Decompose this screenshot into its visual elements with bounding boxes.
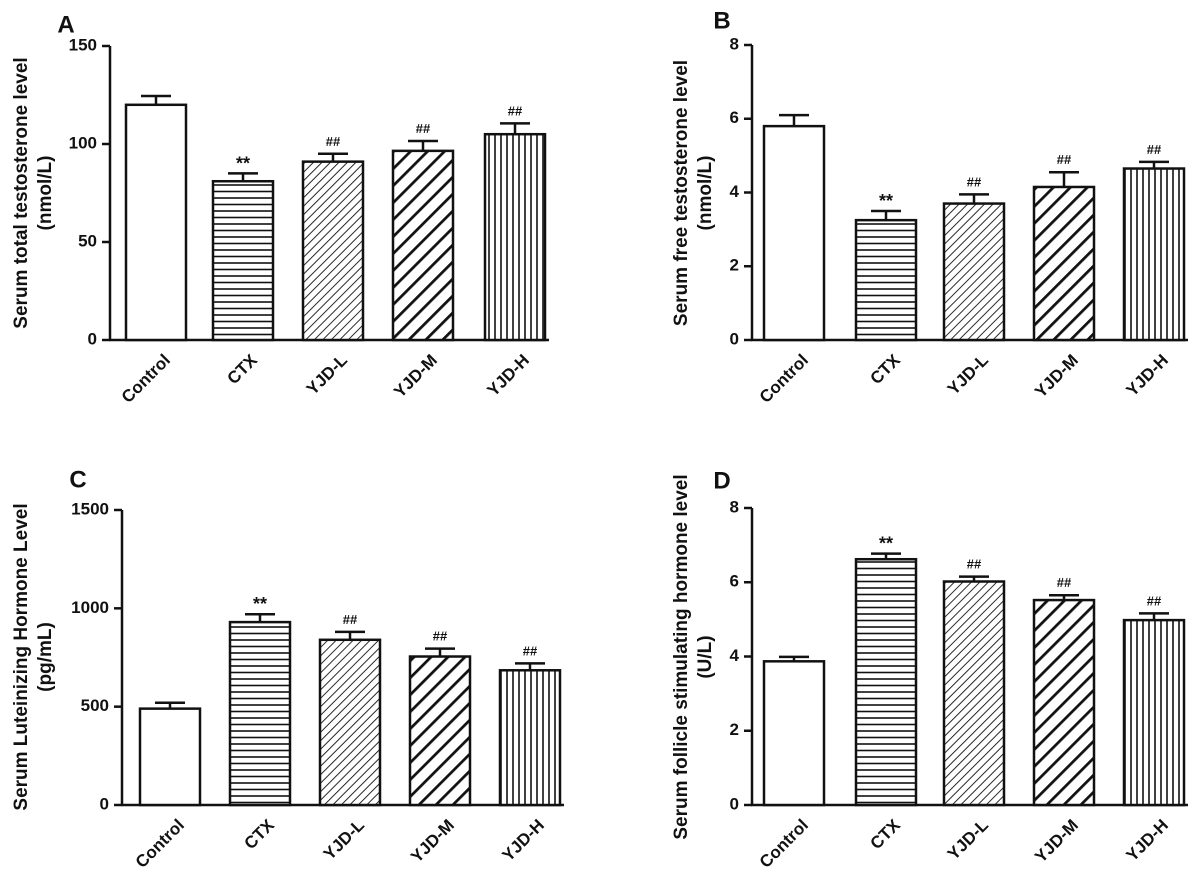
- y-axis-label: (U/L): [695, 635, 716, 678]
- bar-control: [762, 660, 826, 807]
- y-axis-label: Serum total testosterone level: [11, 57, 32, 328]
- panel-a: A Serum total testosterone level (nmol/L) 0…: [11, 11, 549, 407]
- x-tick-label: YJD-H: [498, 816, 548, 866]
- x-tick-label: CTX: [241, 815, 279, 853]
- significance-mark: ##: [1057, 575, 1072, 590]
- x-tick-label: YJD-L: [944, 816, 992, 864]
- bar-yjd-l: [942, 202, 1006, 342]
- x-tick-label: YJD-L: [303, 351, 351, 399]
- panel-letter: D: [713, 467, 730, 494]
- significance-mark: ##: [326, 134, 341, 149]
- panel-d: D Serum follicle stimulating hormone leve…: [671, 467, 1188, 872]
- significance-mark: **: [879, 534, 893, 554]
- panel-letter: C: [69, 466, 86, 493]
- x-tick-label: YJD-H: [483, 351, 533, 401]
- bar-control: [762, 124, 826, 342]
- x-tick-label: CTX: [224, 350, 262, 388]
- bar-yjd-h: [1122, 618, 1186, 807]
- bar-yjd-m: [1032, 185, 1096, 342]
- x-tick-label: Control: [118, 351, 174, 407]
- bar-yjd-l: [301, 160, 365, 342]
- y-axis-label: Serum follicle stimulating hormone level: [671, 474, 692, 839]
- bar-yjd-m: [1032, 598, 1096, 807]
- significance-mark: ##: [1057, 152, 1072, 167]
- y-tick-label: 150: [69, 35, 97, 54]
- panel-letter: B: [713, 7, 730, 34]
- y-tick-label: 2: [730, 720, 739, 739]
- significance-mark: ##: [1147, 593, 1162, 608]
- x-tick-label: Control: [132, 816, 188, 872]
- x-tick-label: Control: [756, 351, 812, 407]
- x-tick-label: CTX: [867, 815, 905, 853]
- panel-letter: A: [57, 11, 74, 38]
- y-tick-label: 1000: [71, 598, 109, 617]
- y-tick-label: 8: [730, 497, 739, 516]
- y-tick-label: 0: [730, 329, 739, 348]
- y-tick-label: 0: [730, 794, 739, 813]
- y-tick-label: 0: [100, 794, 109, 813]
- y-tick-label: 6: [730, 572, 739, 591]
- x-tick-label: YJD-H: [1122, 351, 1172, 401]
- y-tick-label: 4: [730, 646, 740, 665]
- y-tick-label: 50: [78, 231, 97, 250]
- y-tick-label: 0: [88, 329, 97, 348]
- x-tick-label: YJD-M: [1031, 351, 1082, 402]
- bar-control: [124, 103, 188, 342]
- bar-yjd-h: [498, 669, 562, 807]
- y-tick-label: 1500: [71, 499, 109, 518]
- significance-mark: ##: [416, 121, 431, 136]
- x-tick-label: YJD-L: [944, 351, 992, 399]
- bar-yjd-h: [483, 132, 547, 342]
- significance-mark: ##: [1147, 142, 1162, 157]
- bar-yjd-l: [942, 580, 1006, 807]
- y-tick-label: 8: [730, 34, 739, 53]
- significance-mark: **: [236, 153, 250, 173]
- y-tick-label: 2: [730, 256, 739, 275]
- x-tick-label: YJD-M: [390, 351, 441, 402]
- x-tick-label: YJD-L: [320, 816, 368, 864]
- y-axis-label: Serum Luteinizing Hormone Level: [11, 503, 32, 810]
- bar-ctx: [854, 218, 918, 342]
- significance-mark: ##: [508, 103, 523, 118]
- bar-yjd-m: [391, 149, 455, 342]
- x-tick-label: YJD-H: [1122, 816, 1172, 866]
- x-tick-label: YJD-M: [407, 816, 458, 867]
- y-tick-label: 500: [81, 696, 109, 715]
- bar-ctx: [854, 557, 918, 807]
- significance-mark: ##: [967, 557, 982, 572]
- bar-ctx: [228, 620, 292, 807]
- bar-ctx: [211, 179, 275, 342]
- significance-mark: ##: [343, 612, 358, 627]
- bar-yjd-l: [318, 638, 382, 807]
- x-tick-label: YJD-M: [1031, 816, 1082, 867]
- significance-mark: ##: [523, 643, 538, 658]
- panel-c: C Serum Luteinizing Hormone Level (pg/mL) 0…: [11, 466, 564, 872]
- y-axis-label: Serum free testosterone level: [671, 60, 692, 326]
- significance-mark: ##: [967, 174, 982, 189]
- y-axis-label: (nmol/L): [695, 156, 716, 231]
- significance-mark: ##: [433, 629, 448, 644]
- panel-b: B Serum free testosterone level (nmol/L) 0 2…: [671, 7, 1188, 407]
- y-axis-label: (pg/mL): [35, 622, 56, 692]
- bar-control: [138, 707, 202, 807]
- x-tick-label: CTX: [867, 350, 905, 388]
- y-axis-label: (nmol/L): [35, 156, 56, 231]
- y-tick-label: 4: [730, 182, 740, 201]
- bar-yjd-m: [408, 655, 472, 807]
- significance-mark: **: [879, 191, 893, 211]
- y-tick-label: 6: [730, 108, 739, 127]
- significance-mark: **: [253, 594, 267, 614]
- y-tick-label: 100: [69, 133, 97, 152]
- bar-yjd-h: [1122, 167, 1186, 342]
- x-tick-label: Control: [756, 816, 812, 872]
